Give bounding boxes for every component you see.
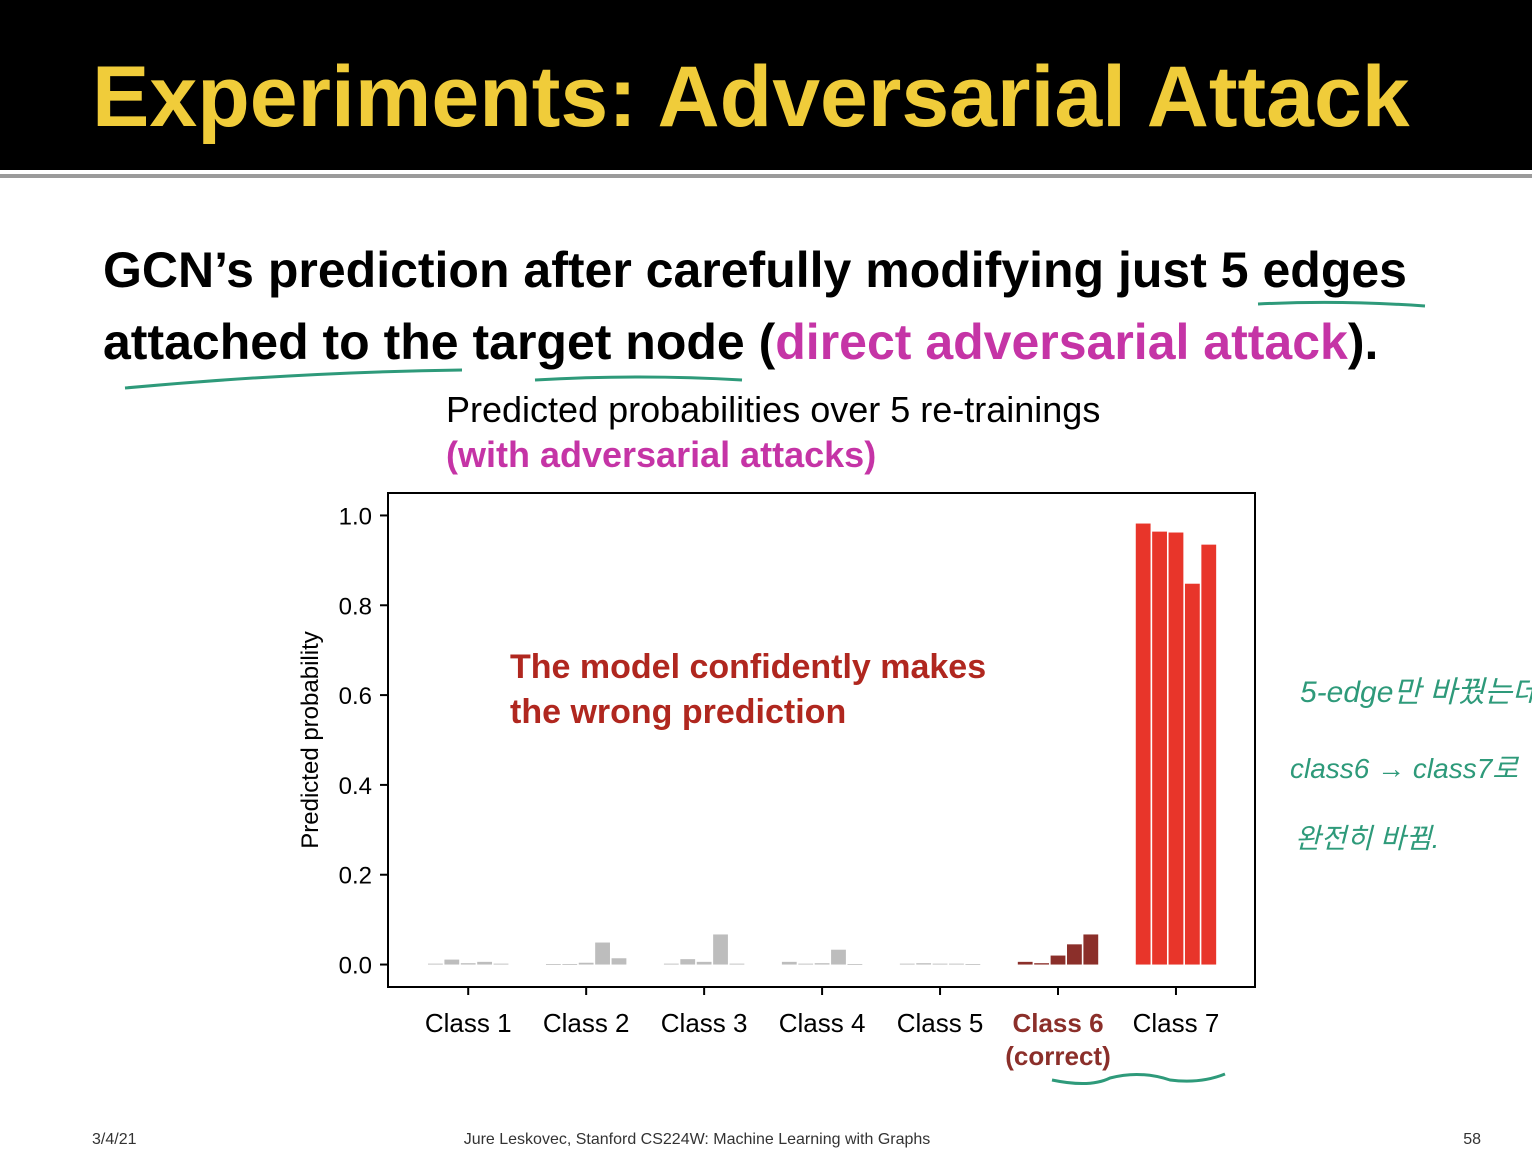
bar bbox=[916, 963, 932, 965]
bar bbox=[965, 964, 981, 965]
bar bbox=[798, 963, 814, 965]
bar bbox=[1152, 531, 1167, 965]
x-tick-label: Class 1 bbox=[425, 1008, 512, 1038]
heading-part: attached to the target node ( bbox=[103, 314, 776, 370]
bar bbox=[713, 934, 728, 965]
bar bbox=[1201, 544, 1217, 965]
slide-title: Experiments: Adversarial Attack bbox=[92, 49, 1410, 145]
header-rule bbox=[0, 174, 1532, 178]
bar bbox=[814, 963, 830, 965]
bar bbox=[696, 961, 712, 965]
x-tick-label: Class 4 bbox=[779, 1008, 866, 1038]
handwritten-note: 완전히 바뀜. bbox=[1295, 823, 1439, 854]
heading-line: attached to the target node (direct adve… bbox=[103, 314, 1378, 370]
bar bbox=[1034, 963, 1050, 965]
bar bbox=[444, 959, 460, 965]
x-tick-label: Class 3 bbox=[661, 1008, 748, 1038]
footer-date: 3/4/21 bbox=[92, 1131, 137, 1148]
bar bbox=[949, 963, 964, 965]
bar bbox=[1050, 955, 1066, 965]
annotation: The model confidently makes bbox=[510, 648, 986, 686]
footer-course: Jure Leskovec, Stanford CS224W: Machine … bbox=[464, 1131, 931, 1148]
x-tick-label: Class 5 bbox=[897, 1008, 984, 1038]
y-tick-label: 0.8 bbox=[339, 593, 372, 620]
chart-title: Predicted probabilities over 5 re-traini… bbox=[446, 389, 1100, 430]
bar bbox=[1184, 583, 1200, 965]
y-tick-label: 1.0 bbox=[339, 503, 372, 530]
handwritten-note: class6 → class7로 bbox=[1290, 753, 1519, 784]
footer-page: 58 bbox=[1463, 1131, 1481, 1148]
bar bbox=[477, 961, 493, 965]
bar bbox=[781, 961, 797, 965]
bar bbox=[1135, 523, 1151, 965]
bar bbox=[595, 942, 610, 965]
bar bbox=[932, 963, 948, 965]
bar bbox=[1083, 934, 1099, 965]
heading-line: GCN’s prediction after carefully modifyi… bbox=[103, 242, 1407, 298]
x-tick-label: Class 2 bbox=[543, 1008, 630, 1038]
bar bbox=[680, 959, 696, 965]
bar bbox=[460, 963, 476, 965]
y-tick-label: 0.4 bbox=[339, 773, 372, 800]
bar bbox=[1168, 532, 1184, 965]
chart-subtitle: (with adversarial attacks) bbox=[446, 434, 876, 475]
bar bbox=[1017, 961, 1033, 965]
y-tick-label: 0.0 bbox=[339, 953, 372, 980]
x-tick-note: (correct) bbox=[1005, 1041, 1110, 1071]
bar bbox=[611, 958, 627, 965]
bar bbox=[663, 963, 679, 965]
x-tick-label: Class 6 bbox=[1012, 1008, 1103, 1038]
handwritten-note: 5-edge만 바꿨는데 bbox=[1300, 676, 1532, 709]
bar bbox=[899, 963, 915, 965]
bar bbox=[847, 964, 863, 965]
bar bbox=[428, 963, 443, 965]
x-tick-label: Class 7 bbox=[1133, 1008, 1220, 1038]
heading-part: ). bbox=[1348, 314, 1379, 370]
bar bbox=[1067, 944, 1082, 965]
y-tick-label: 0.2 bbox=[339, 863, 372, 890]
bar bbox=[493, 963, 509, 965]
annotation: the wrong prediction bbox=[510, 693, 846, 731]
bar bbox=[545, 964, 561, 965]
y-tick-label: 0.6 bbox=[339, 683, 372, 710]
plot-frame bbox=[387, 492, 1256, 988]
bar bbox=[562, 964, 578, 965]
y-axis-label: Predicted probability bbox=[297, 631, 324, 848]
bar bbox=[578, 962, 594, 965]
bar bbox=[831, 949, 846, 965]
heading-highlight: direct adversarial attack bbox=[775, 314, 1348, 370]
handwritten-underline bbox=[124, 300, 1426, 1085]
bar bbox=[729, 963, 745, 965]
header-bar bbox=[0, 0, 1532, 170]
